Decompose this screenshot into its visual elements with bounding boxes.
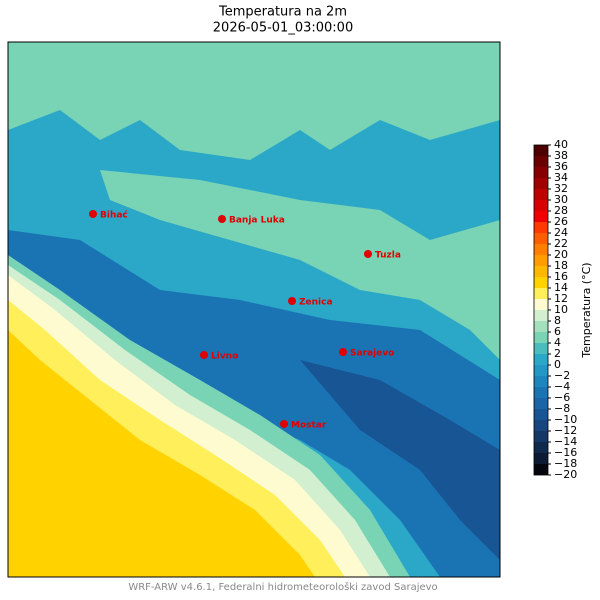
field-colder [300,360,500,560]
colorbar-tick-label: −20 [554,468,577,481]
colorbar-band [534,299,548,310]
colorbar-tick-label: −14 [554,435,577,448]
title: Temperatura na 2m [218,5,347,20]
colorbar-band [534,376,548,387]
colorbar-tick-label: 34 [554,171,568,184]
city-marker [200,351,208,359]
city-marker [288,297,296,305]
colorbar-band [534,244,548,255]
colorbar-band [534,365,548,376]
colorbar-band [534,354,548,365]
city-label: Zenica [299,298,333,308]
colorbar-tick-label: 24 [554,226,568,239]
colorbar-tick-label: 8 [554,314,561,327]
colorbar-label: Temperatura (°C) [580,262,593,358]
colorbar-band [534,409,548,420]
field-warm-north [8,42,500,160]
colorbar-band [534,343,548,354]
city-label: Banja Luka [229,216,285,226]
colorbar-band [534,266,548,277]
field-cold [8,230,500,577]
colorbar-band [534,288,548,299]
colorbar-band [534,387,548,398]
colorbar-tick-label: 16 [554,270,568,283]
colorbar-band [534,233,548,244]
colorbar-tick-label: −2 [554,369,570,382]
colorbar-band [534,431,548,442]
colorbar-band [534,398,548,409]
colorbar-band [534,277,548,288]
city-marker [364,250,372,258]
colorbar-tick-label: 38 [554,149,568,162]
colorbar-tick-label: 32 [554,182,568,195]
colorbar-band [534,145,548,156]
colorbar-band [534,310,548,321]
colorbar-tick-label: 20 [554,248,568,261]
colorbar-tick-label: −6 [554,391,570,404]
colorbar-tick-label: 26 [554,215,568,228]
colorbar-band [534,464,548,475]
colorbar-tick-label: 22 [554,237,568,250]
colorbar-band [534,167,548,178]
city-marker [280,420,288,428]
colorbar-tick-label: 14 [554,281,568,294]
city-label: Sarajevo [350,349,394,359]
colorbar-tick-label: −16 [554,446,577,459]
city-label: Livno [211,352,238,362]
city-label: Tuzla [375,251,401,261]
field-warm-central [100,170,500,360]
colorbar-band [534,442,548,453]
colorbar-tick-label: 30 [554,193,568,206]
colorbar-band [534,200,548,211]
city-label: Mostar [291,421,327,431]
city-label: Bihać [100,210,128,221]
colorbar-tick-label: 40 [554,138,568,151]
footer: WRF-ARW v4.6.1, Federalni hidrometeorolo… [128,581,437,593]
colorbar-tick-label: 28 [554,204,568,217]
colorbar-band [534,211,548,222]
colorbar-tick-label: −12 [554,424,577,437]
map: Bihać Banja Luka Tuzla Zenica Livno Sarajevo M… [7,41,501,578]
colorbar-tick-label: 10 [554,303,568,316]
colorbar-band [534,178,548,189]
city-marker [218,215,226,223]
colorbar-tick-label: −10 [554,413,577,426]
colorbar-tick-label: 6 [554,325,561,338]
colorbar-tick-label: 36 [554,160,568,173]
colorbar-band [534,156,548,167]
colorbar-tick-label: 0 [554,358,561,371]
map-frame [7,41,501,578]
colorbar-tick-label: −18 [554,457,577,470]
colorbar-band [534,255,548,266]
subtitle: 2026-05-01_03:00:00 [213,21,353,36]
colorbar-tick-label: 2 [554,347,561,360]
colorbar-tick-label: 12 [554,292,568,305]
colorbar-tick-label: −4 [554,380,570,393]
colorbar-tick-label: −8 [554,402,570,415]
city-marker [339,348,347,356]
colorbar-band [534,420,548,431]
colorbar-tick-label: 18 [554,259,568,272]
colorbar-band [534,189,548,200]
colorbar-tick-label: 4 [554,336,561,349]
colorbar-band [534,321,548,332]
colorbar: −20−18−16−14−12−10−8−6−4−202468101214161… [533,138,577,481]
colorbar-band [534,332,548,343]
colorbar-band [534,453,548,464]
colorbar-band [534,222,548,233]
city-marker [89,210,97,218]
sea-warmer [8,330,315,577]
